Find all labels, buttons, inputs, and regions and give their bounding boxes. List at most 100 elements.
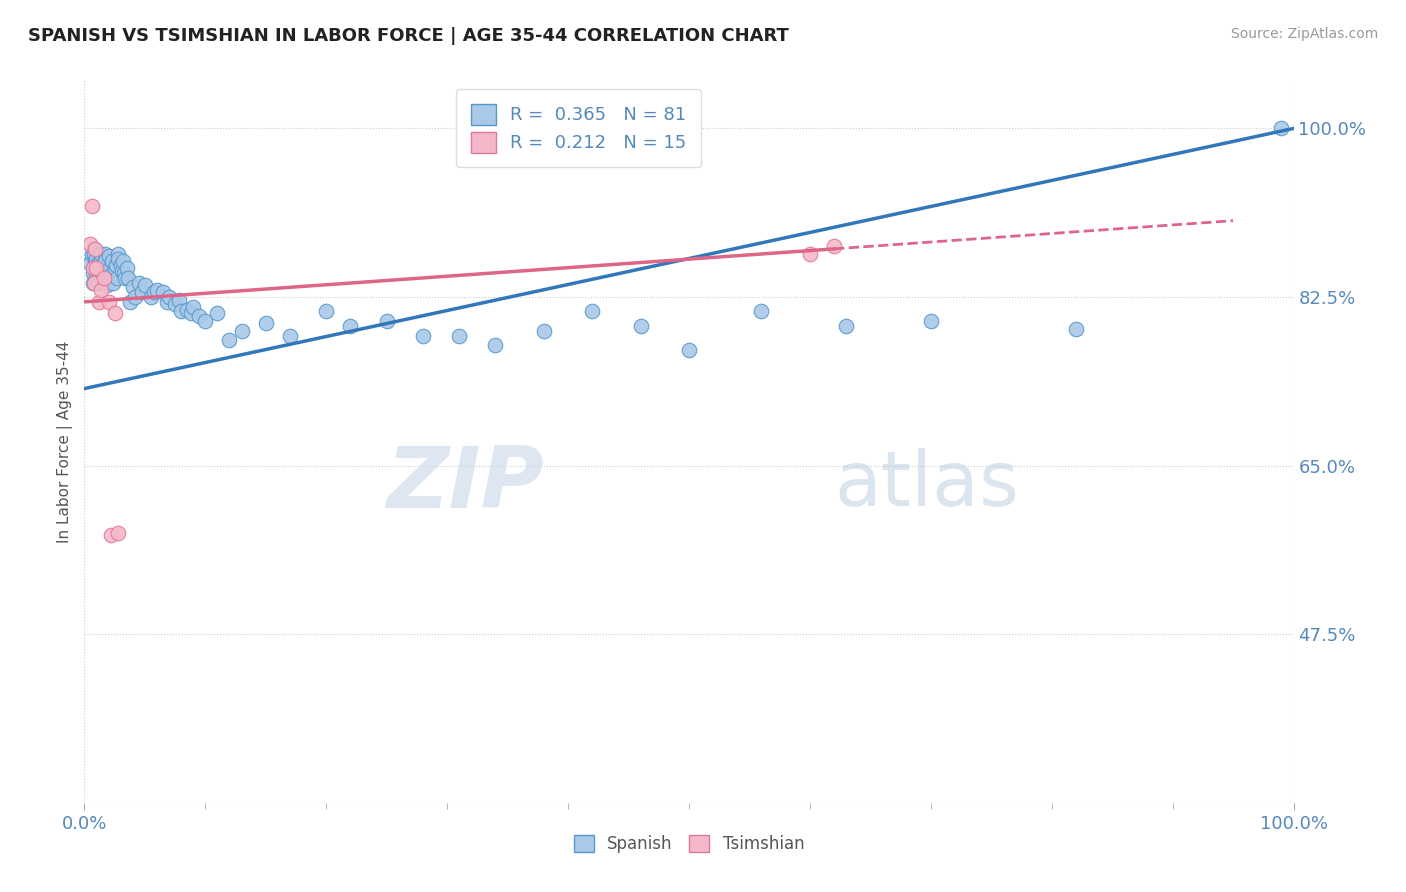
Point [170, 304, 193, 318]
Point [83, 261, 105, 276]
Point [412, 328, 434, 343]
Text: Source: ZipAtlas.com: Source: ZipAtlas.com [1230, 27, 1378, 41]
Point [84, 254, 107, 268]
Point [1064, 322, 1087, 336]
Point [799, 246, 821, 260]
Point [254, 316, 277, 330]
Point [104, 261, 127, 276]
Point [115, 261, 138, 276]
Point [375, 314, 398, 328]
Point [93, 268, 115, 282]
Point [87, 276, 110, 290]
Point [94, 254, 117, 268]
Point [449, 328, 471, 343]
Point [194, 314, 217, 328]
Point [131, 285, 153, 300]
Point [82, 261, 104, 276]
Point [114, 270, 136, 285]
Point [155, 294, 177, 309]
Point [207, 306, 229, 320]
Point [101, 254, 124, 268]
Point [678, 343, 700, 357]
Text: SPANISH VS TSIMSHIAN IN LABOR FORCE | AGE 35-44 CORRELATION CHART: SPANISH VS TSIMSHIAN IN LABOR FORCE | AG… [28, 27, 789, 45]
Point [89, 256, 111, 270]
Point [143, 285, 166, 300]
Text: ZIP: ZIP [387, 443, 544, 526]
Point [176, 302, 198, 317]
Point [86, 266, 108, 280]
Point [152, 285, 174, 300]
Point [181, 300, 204, 314]
Point [117, 270, 139, 285]
Point [165, 297, 187, 311]
Point [82, 266, 104, 280]
Point [484, 338, 506, 352]
Point [231, 324, 253, 338]
Point [97, 249, 120, 263]
Point [79, 256, 101, 270]
Point [98, 261, 121, 276]
Point [107, 252, 129, 266]
Point [80, 198, 103, 212]
Point [157, 290, 180, 304]
Point [121, 280, 143, 294]
Point [112, 266, 135, 280]
Point [82, 276, 104, 290]
Point [124, 290, 146, 304]
Text: atlas: atlas [834, 448, 1019, 522]
Point [104, 306, 127, 320]
Point [134, 277, 156, 292]
Point [83, 242, 105, 256]
Point [146, 283, 169, 297]
Point [315, 304, 337, 318]
Point [100, 268, 122, 282]
Point [83, 276, 105, 290]
Point [218, 334, 240, 348]
Point [91, 264, 114, 278]
Point [86, 270, 108, 285]
Point [920, 314, 942, 328]
Point [1270, 121, 1292, 136]
Point [83, 246, 105, 260]
Legend: R =  0.365   N = 81, R =  0.212   N = 15: R = 0.365 N = 81, R = 0.212 N = 15 [456, 89, 702, 167]
Point [97, 294, 120, 309]
Point [93, 270, 115, 285]
Point [90, 283, 112, 297]
Point [84, 242, 107, 256]
Point [751, 304, 773, 318]
Point [105, 270, 128, 285]
Point [94, 246, 117, 260]
Point [278, 328, 301, 343]
Point [339, 318, 361, 333]
Point [91, 258, 114, 272]
Point [86, 252, 108, 266]
Point [90, 246, 112, 260]
Point [630, 318, 652, 333]
Point [100, 528, 122, 542]
Point [104, 258, 127, 272]
Point [167, 293, 190, 307]
Point [120, 294, 142, 309]
Point [111, 264, 134, 278]
Point [139, 290, 162, 304]
Point [112, 254, 135, 268]
Point [80, 246, 103, 260]
Point [533, 324, 555, 338]
Point [128, 276, 150, 290]
Point [89, 261, 111, 276]
Point [103, 276, 125, 290]
Point [823, 239, 845, 253]
Point [94, 270, 117, 285]
Point [835, 318, 858, 333]
Point [79, 237, 101, 252]
Point [86, 256, 108, 270]
Y-axis label: In Labor Force | Age 35-44: In Labor Force | Age 35-44 [58, 341, 73, 542]
Point [110, 258, 132, 272]
Point [84, 258, 107, 272]
Point [107, 246, 129, 260]
Point [180, 306, 202, 320]
Point [87, 294, 110, 309]
Point [86, 261, 108, 276]
Point [581, 304, 603, 318]
Point [107, 526, 129, 541]
